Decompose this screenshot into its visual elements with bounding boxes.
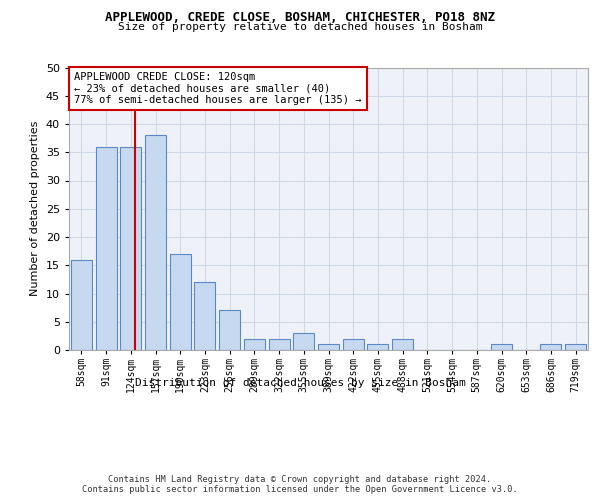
Bar	[219, 310, 240, 350]
Bar	[565, 344, 586, 350]
Bar	[541, 344, 562, 350]
Bar	[293, 333, 314, 350]
Text: APPLEWOOD CREDE CLOSE: 120sqm
← 23% of detached houses are smaller (40)
77% of s: APPLEWOOD CREDE CLOSE: 120sqm ← 23% of d…	[74, 72, 362, 105]
Y-axis label: Number of detached properties: Number of detached properties	[30, 121, 40, 296]
Bar	[269, 338, 290, 350]
Bar	[71, 260, 92, 350]
Text: Distribution of detached houses by size in Bosham: Distribution of detached houses by size …	[134, 378, 466, 388]
Bar	[95, 146, 116, 350]
Bar	[170, 254, 191, 350]
Bar	[491, 344, 512, 350]
Text: APPLEWOOD, CREDE CLOSE, BOSHAM, CHICHESTER, PO18 8NZ: APPLEWOOD, CREDE CLOSE, BOSHAM, CHICHEST…	[105, 11, 495, 24]
Bar	[194, 282, 215, 350]
Bar	[120, 146, 141, 350]
Bar	[367, 344, 388, 350]
Bar	[145, 136, 166, 350]
Bar	[343, 338, 364, 350]
Text: Contains HM Land Registry data © Crown copyright and database right 2024.
Contai: Contains HM Land Registry data © Crown c…	[82, 474, 518, 494]
Bar	[244, 338, 265, 350]
Text: Size of property relative to detached houses in Bosham: Size of property relative to detached ho…	[118, 22, 482, 32]
Bar	[392, 338, 413, 350]
Bar	[318, 344, 339, 350]
